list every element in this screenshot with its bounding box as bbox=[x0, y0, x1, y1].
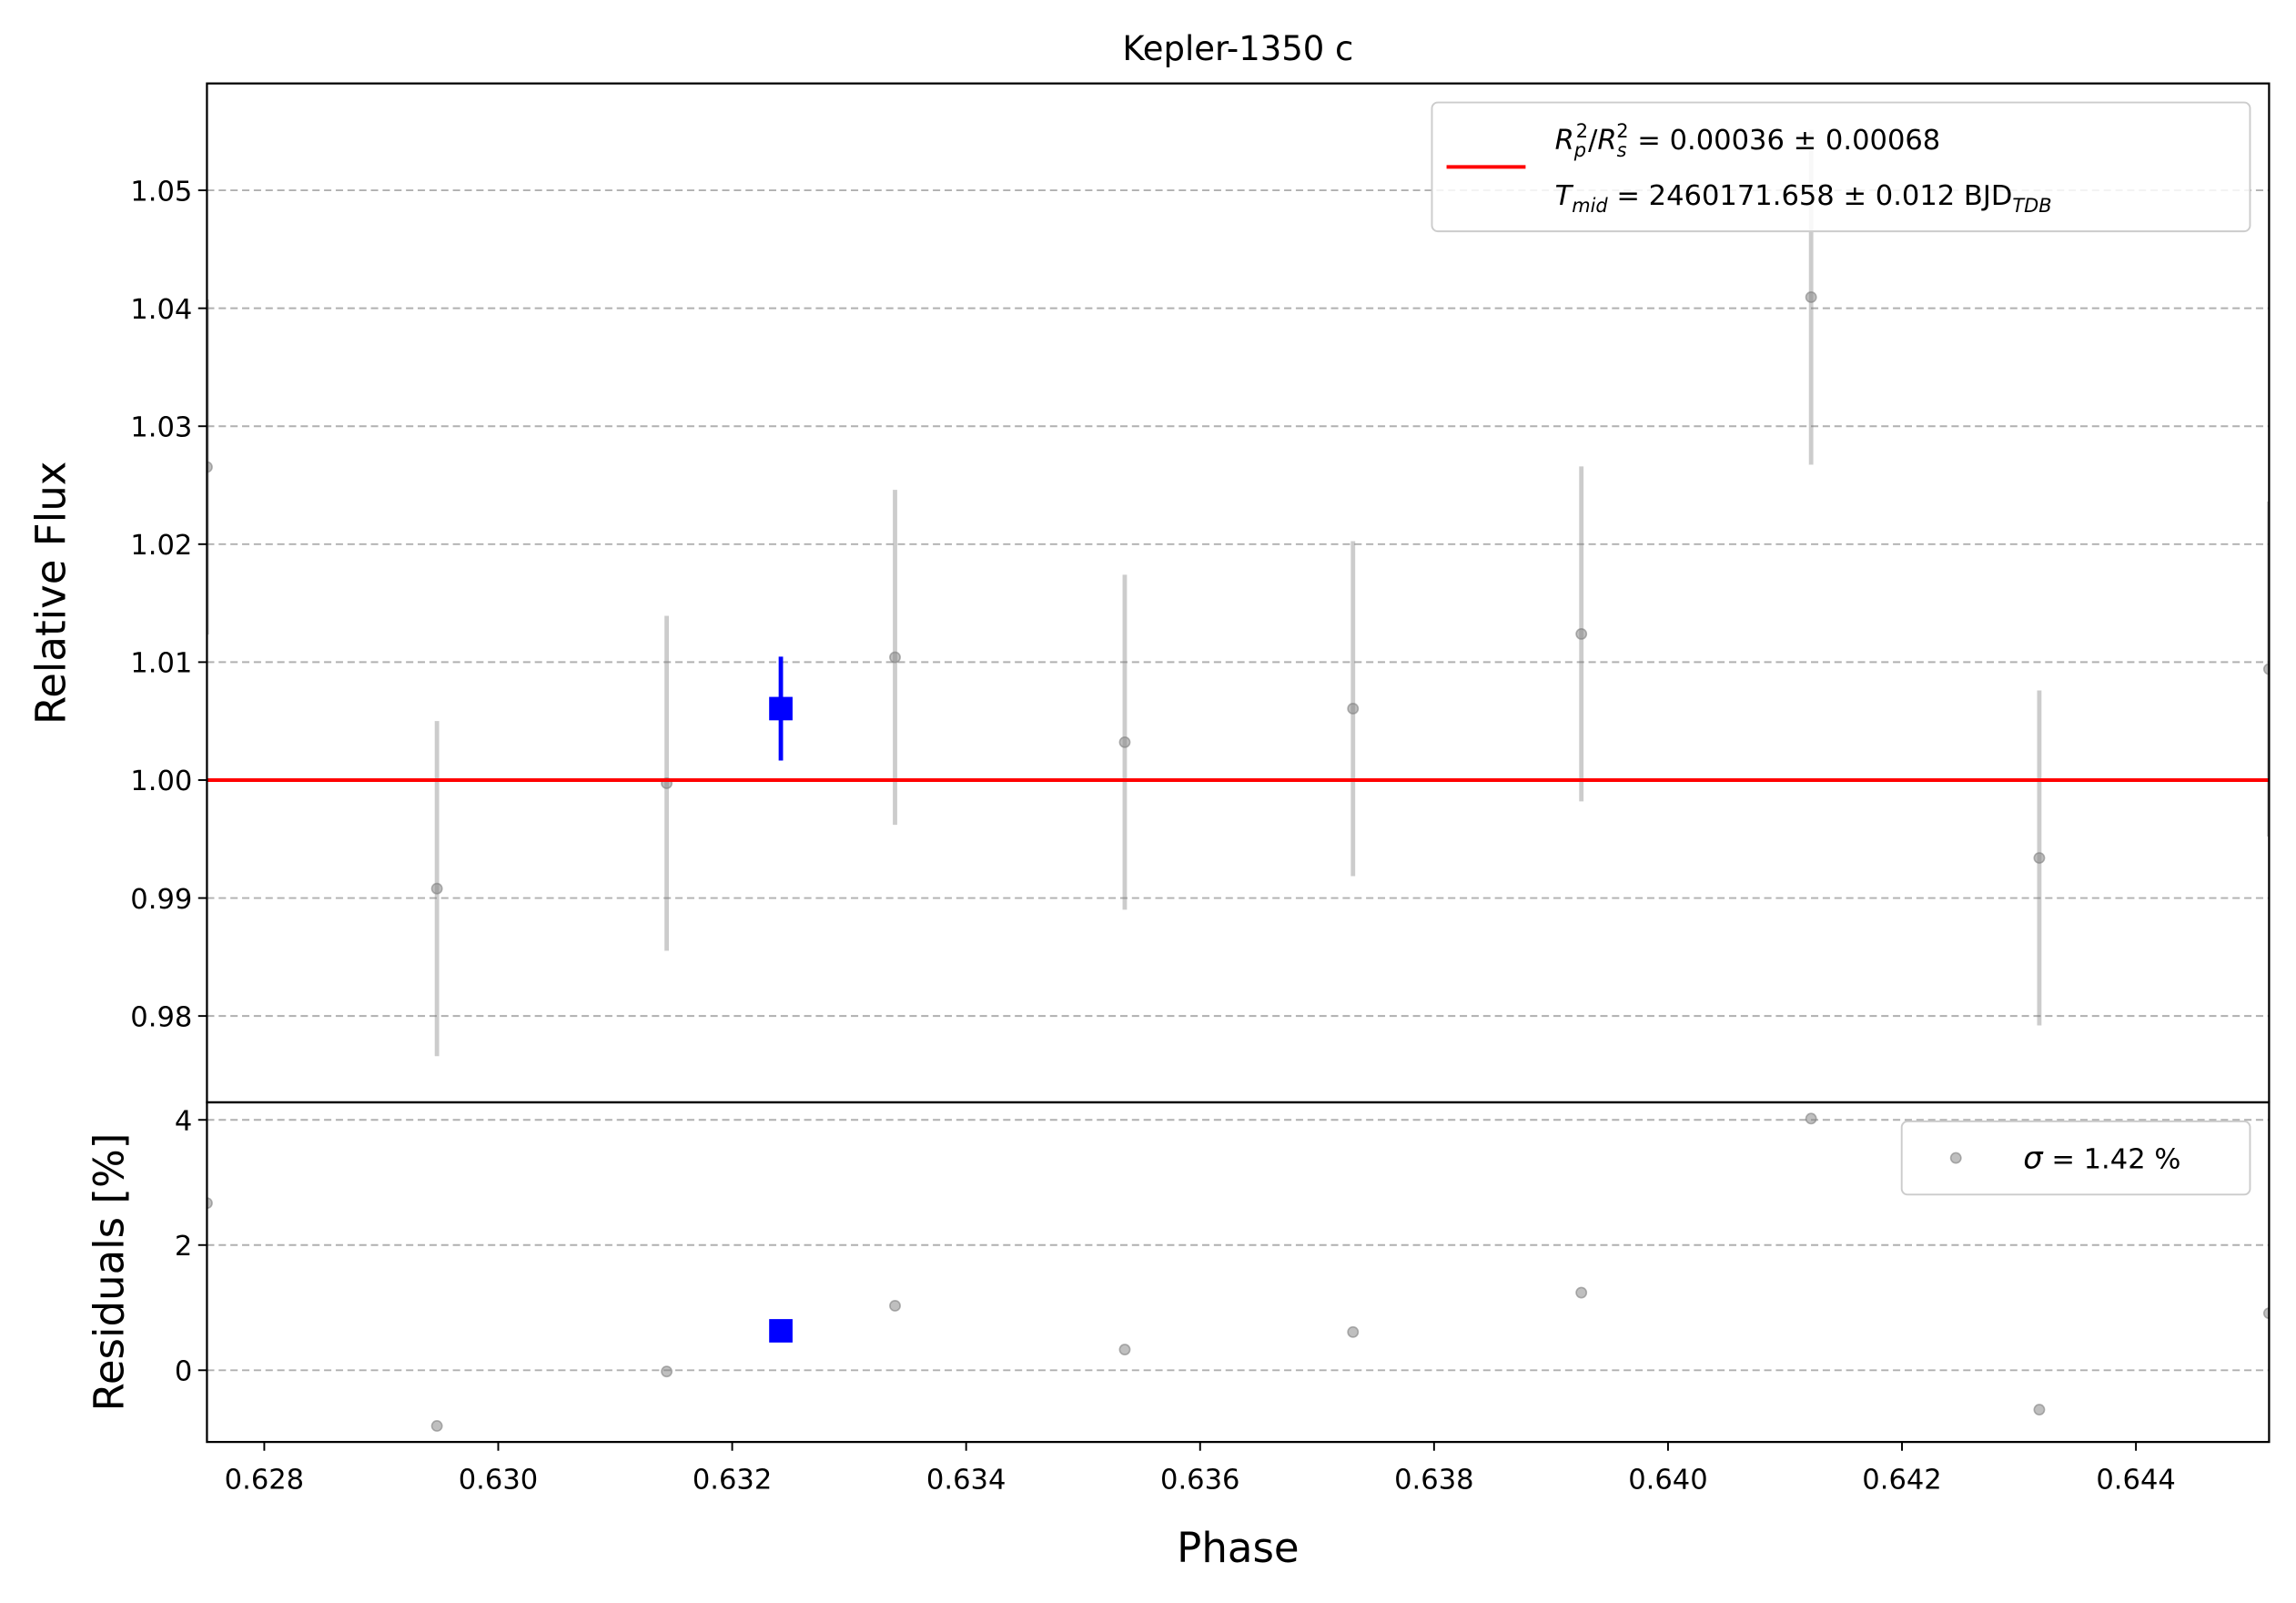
x-tick-label: 0.644 bbox=[2096, 1465, 2175, 1496]
point bbox=[1575, 1286, 1588, 1299]
point bbox=[2262, 663, 2270, 675]
legend-label-part: T bbox=[1555, 180, 1574, 212]
x-tick-label: 0.630 bbox=[459, 1465, 538, 1496]
y-tick-label: 0.99 bbox=[130, 884, 192, 916]
y-tick-label: 1.05 bbox=[130, 176, 192, 208]
point bbox=[769, 696, 793, 721]
x-tick-label: 0.634 bbox=[926, 1465, 1006, 1496]
legend-label-part: / bbox=[1588, 125, 1598, 157]
y-tick-label: 0.98 bbox=[130, 1001, 192, 1033]
legend: σ = 1.42 % bbox=[1900, 1120, 2251, 1196]
legend-label-part: σ bbox=[2023, 1140, 2044, 1175]
legend-box bbox=[1900, 1120, 2251, 1196]
y-tick-label: 0 bbox=[175, 1356, 192, 1388]
x-tick-label: 0.632 bbox=[693, 1465, 772, 1496]
y-tick-label: 4 bbox=[175, 1106, 192, 1138]
legend-handle bbox=[1949, 1152, 1962, 1164]
point bbox=[207, 461, 213, 473]
legend-label-part: 2 bbox=[1616, 120, 1628, 142]
x-tick-label: 0.642 bbox=[1862, 1465, 1941, 1496]
axes-frame bbox=[206, 82, 2271, 1104]
legend-label: Tmid = 2460171.658 ± 0.012 BJDTDB bbox=[1555, 180, 2052, 217]
x-tick-label: 0.638 bbox=[1394, 1465, 1473, 1496]
point bbox=[889, 1300, 901, 1312]
legend-label-part: R bbox=[1555, 125, 1574, 157]
point bbox=[1118, 1344, 1131, 1356]
point bbox=[889, 651, 901, 664]
point bbox=[1118, 736, 1131, 748]
point bbox=[1805, 291, 1817, 303]
point bbox=[430, 882, 443, 895]
point bbox=[2033, 1404, 2046, 1416]
point bbox=[1575, 627, 1588, 640]
y-tick-label: 1.02 bbox=[130, 530, 192, 562]
y-axis-label: Relative Flux bbox=[26, 462, 75, 725]
y-tick-label: 1.01 bbox=[130, 648, 192, 680]
point bbox=[1347, 703, 1360, 715]
y-tick-label: 1.00 bbox=[130, 766, 192, 797]
legend-label-part: = 1.42 % bbox=[2043, 1143, 2181, 1175]
plot-area bbox=[207, 1112, 2270, 1432]
legend-label-part: s bbox=[1617, 139, 1627, 161]
x-tick-label: 0.640 bbox=[1628, 1465, 1707, 1496]
point bbox=[2033, 852, 2046, 864]
y-tick-label: 1.03 bbox=[130, 411, 192, 443]
legend-label: σ = 1.42 % bbox=[2023, 1140, 2180, 1175]
legend-label-part: p bbox=[1573, 139, 1586, 161]
point bbox=[769, 1319, 793, 1343]
y-tick-label: 1.04 bbox=[130, 294, 192, 326]
y-tick-label: 2 bbox=[175, 1231, 192, 1263]
point bbox=[1347, 1325, 1360, 1338]
legend-label-part: = 2460171.658 ± 0.012 BJD bbox=[1608, 180, 2013, 212]
legend-label-part: 2 bbox=[1576, 120, 1588, 142]
plot-area bbox=[207, 129, 2270, 1057]
legend-label: Rp2/Rs2 = 0.00036 ± 0.00068 bbox=[1555, 120, 1941, 161]
y-axis-label: Residuals [%] bbox=[86, 1133, 134, 1412]
legend-label-part: R bbox=[1597, 125, 1616, 157]
x-tick-label: 0.636 bbox=[1160, 1465, 1239, 1496]
point bbox=[207, 1197, 213, 1210]
legend-label-part: TDB bbox=[2012, 195, 2051, 217]
x-axis-label: Phase bbox=[1177, 1524, 1299, 1572]
legend-box bbox=[1431, 101, 2251, 233]
point bbox=[1805, 1112, 1817, 1125]
axes-frame bbox=[206, 1101, 2271, 1444]
point bbox=[430, 1420, 443, 1432]
chart-title: Kepler-1350 c bbox=[1122, 29, 1353, 68]
point bbox=[2262, 1307, 2270, 1320]
x-tick-label: 0.628 bbox=[225, 1465, 304, 1496]
legend-label-part: mid bbox=[1572, 195, 1608, 217]
point bbox=[661, 1365, 673, 1378]
legend-label-part: = 0.00036 ± 0.00068 bbox=[1629, 125, 1941, 157]
